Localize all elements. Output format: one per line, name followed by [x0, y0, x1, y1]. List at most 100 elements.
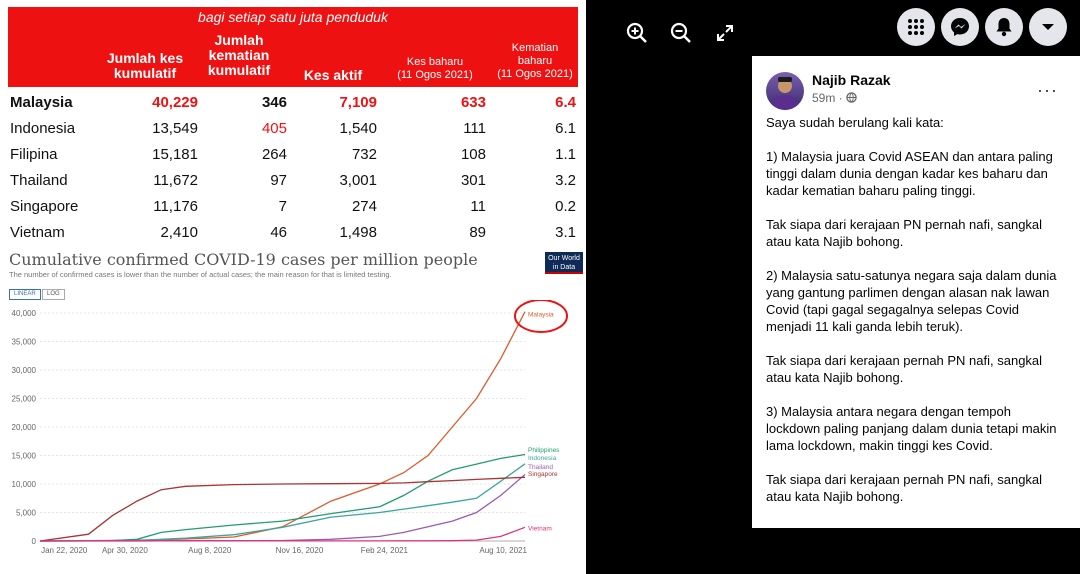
header-cumulative-cases: Jumlah kes kumulatif [106, 50, 184, 81]
messenger-icon[interactable] [941, 8, 979, 46]
y-tick-label: 5,000 [16, 509, 37, 518]
photo: bagi setiap satu juta penduduk Jumlah ke… [0, 0, 586, 574]
y-tick-label: 20,000 [12, 423, 37, 432]
x-tick-label: Feb 24, 2021 [361, 546, 409, 555]
cell-cases: 2,410 [160, 224, 198, 241]
series-label: Singapore [528, 471, 558, 478]
table-header: bagi setiap satu juta penduduk Jumlah ke… [8, 7, 578, 87]
header-new-deaths-date: (11 Ogos 2021) [497, 68, 573, 80]
country-name: Filipina [10, 146, 58, 163]
series-label: Philippines [528, 447, 560, 454]
country-name: Vietnam [10, 224, 65, 241]
post-time[interactable]: 59m · [812, 91, 847, 105]
cell-active: 274 [351, 198, 377, 215]
owid-logo: Our World in Data [545, 252, 583, 274]
cell-cases: 11,176 [153, 198, 198, 215]
chart-title: Cumulative confirmed COVID-19 cases per … [9, 250, 478, 269]
account-dropdown-icon[interactable] [1029, 8, 1067, 46]
post-panel: Najib Razak 59m · ··· Saya sudah berulan… [752, 56, 1080, 528]
cell-active: 732 [351, 146, 377, 163]
cell-new-deaths: 3.1 [555, 224, 576, 241]
notifications-icon[interactable] [985, 8, 1023, 46]
series-line-singapore [39, 476, 526, 542]
chart-subtitle: The number of confirmed cases is lower t… [9, 270, 392, 279]
cell-cases: 11,672 [153, 172, 198, 189]
post-author[interactable]: Najib Razak [812, 72, 891, 88]
avatar[interactable] [766, 72, 804, 110]
cell-cases: 13,549 [152, 120, 198, 137]
series-label: Vietnam [528, 525, 552, 532]
owid-logo-line2: in Data [552, 264, 576, 271]
post-text: Saya sudah berulang kali kata: 1) Malays… [766, 115, 1057, 504]
linear-toggle: LINEAR [9, 289, 41, 300]
series-line-philippines [39, 453, 526, 542]
owid-logo-line1: Our World [548, 255, 580, 262]
cell-new-cases: 111 [463, 120, 486, 137]
table-row: Indonesia 13,549 405 1,540 111 6.1 [10, 116, 578, 142]
log-toggle: LOG [42, 289, 65, 300]
y-tick-label: 35,000 [12, 338, 37, 347]
cell-deaths: 264 [261, 146, 287, 163]
series-line-indonesia [39, 463, 526, 542]
x-tick-label: Aug 10, 2021 [479, 546, 527, 555]
x-tick-label: Aug 8, 2020 [188, 546, 232, 555]
table-row: Vietnam 2,410 46 1,498 89 3.1 [10, 220, 578, 246]
cell-new-deaths: 1.1 [555, 146, 576, 163]
cell-new-deaths: 0.2 [555, 198, 576, 215]
cell-new-cases: 11 [470, 198, 486, 215]
post-meta: 59m · [812, 91, 857, 105]
cell-new-cases: 633 [460, 94, 486, 111]
top-bar [752, 0, 1080, 56]
series-line-malaysia [39, 311, 526, 542]
cell-new-deaths: 6.1 [555, 120, 576, 137]
globe-icon [846, 91, 857, 105]
cell-active: 1,498 [339, 224, 377, 241]
cell-deaths: 346 [261, 94, 287, 111]
table-row: Filipina 15,181 264 732 108 1.1 [10, 142, 578, 168]
header-new-cases: Kes baharu [406, 56, 464, 68]
menu-grid-icon[interactable] [897, 8, 935, 46]
cell-cases: 15,181 [152, 146, 198, 163]
series-label: Indonesia [528, 455, 557, 462]
country-name: Indonesia [10, 120, 76, 137]
y-tick-label: 40,000 [12, 309, 37, 318]
cell-deaths: 97 [270, 172, 287, 189]
series-line-vietnam [40, 526, 526, 542]
zoom-out-icon[interactable] [668, 20, 694, 46]
header-cumulative-deaths: Jumlah kematian kumulatif [207, 32, 271, 78]
annotation-circle [514, 300, 568, 333]
header-active-cases: Kes aktif [303, 67, 363, 83]
cell-active: 3,001 [339, 172, 377, 189]
table-row: Malaysia 40,229 346 7,109 633 6.4 [10, 90, 578, 116]
table-row: Singapore 11,176 7 274 11 0.2 [10, 194, 578, 220]
cell-new-cases: 108 [460, 146, 486, 163]
header-new-cases-date: (11 Ogos 2021) [397, 69, 473, 81]
cell-deaths: 46 [270, 224, 287, 241]
covid-line-chart: 0 5,000 10,000 15,000 20,000 25,000 30,000 35,0… [12, 300, 568, 555]
cell-cases: 40,229 [152, 94, 198, 111]
post-more-options[interactable]: ··· [1037, 80, 1058, 100]
cell-deaths: 7 [278, 198, 287, 215]
series-label: Malaysia [528, 312, 554, 319]
cell-new-cases: 89 [469, 224, 486, 241]
x-tick-label: Apr 30, 2020 [102, 546, 148, 555]
zoom-in-icon[interactable] [624, 20, 650, 46]
cell-active: 7,109 [339, 94, 377, 111]
header-new-deaths: Kematian baharu [511, 42, 559, 67]
y-tick-label: 10,000 [12, 480, 37, 489]
cell-deaths: 405 [261, 120, 287, 137]
x-tick-label: Nov 16, 2020 [276, 546, 324, 555]
y-tick-label: 15,000 [12, 452, 37, 461]
fullscreen-icon[interactable] [712, 20, 738, 46]
country-name: Thailand [10, 172, 68, 189]
country-name: Singapore [10, 198, 79, 215]
x-tick-label: Jan 22, 2020 [41, 546, 88, 555]
cell-active: 1,540 [339, 120, 377, 137]
series-label: Thailand [528, 464, 553, 471]
y-tick-label: 30,000 [12, 366, 37, 375]
y-tick-label: 25,000 [12, 395, 37, 404]
table-subtitle: bagi setiap satu juta penduduk [198, 9, 388, 25]
table-row: Thailand 11,672 97 3,001 301 3.2 [10, 168, 578, 194]
cell-new-cases: 301 [460, 172, 486, 189]
